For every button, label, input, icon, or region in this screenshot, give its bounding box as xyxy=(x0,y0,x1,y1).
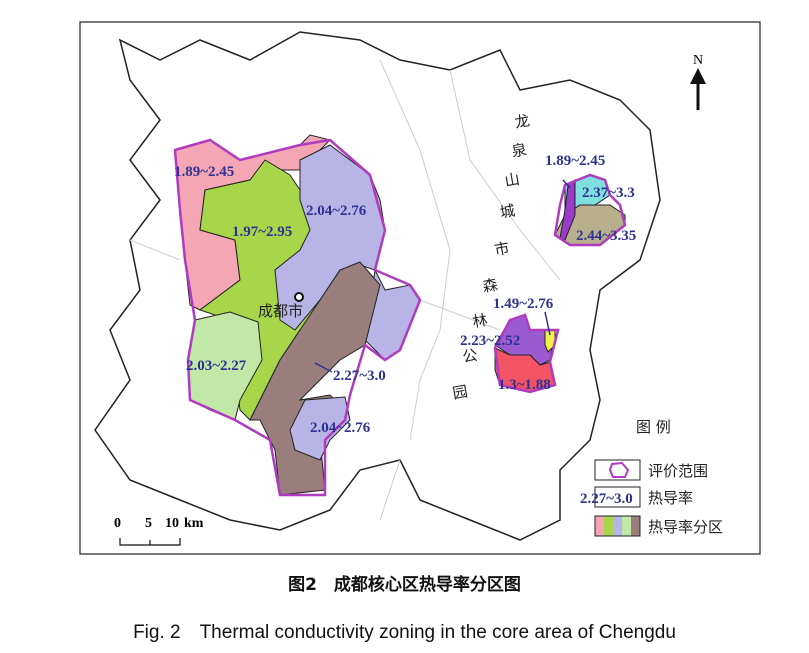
svg-text:泉: 泉 xyxy=(510,140,528,160)
svg-text:龙: 龙 xyxy=(513,111,531,131)
legend-sample: 2.27~3.0 xyxy=(580,491,633,507)
map: 1.89~2.45 1.97~2.95 2.04~2.76 2.03~2.27 … xyxy=(79,21,761,555)
zone-label: 2.27~3.0 xyxy=(333,368,386,384)
north-arrow-icon: N xyxy=(690,53,706,110)
svg-text:林: 林 xyxy=(471,311,489,331)
legend-label: 评价范围 xyxy=(648,462,708,480)
zone-label: 1.49~2.76 xyxy=(493,296,554,312)
city-marker xyxy=(294,292,304,302)
svg-text:km: km xyxy=(184,516,204,531)
svg-text:森: 森 xyxy=(481,275,499,295)
zone-label: 2.04~2.76 xyxy=(306,203,367,219)
zone-label: 2.03~2.27 xyxy=(186,358,247,374)
svg-text:5: 5 xyxy=(145,516,152,531)
svg-text:城: 城 xyxy=(499,201,517,221)
scale-bar: 0 5 10 km xyxy=(114,516,204,546)
svg-text:山: 山 xyxy=(503,170,521,190)
svg-text:园: 园 xyxy=(451,382,469,402)
caption-chinese: 图2 成都核心区热导率分区图 xyxy=(288,575,521,595)
minor-boundaries xyxy=(129,59,561,521)
park-label: 龙 泉 山 城 市 森 林 公 园 xyxy=(451,111,531,402)
svg-text:0: 0 xyxy=(114,516,121,531)
svg-text:公: 公 xyxy=(461,346,479,366)
evaluation-boundary-west xyxy=(173,138,422,497)
city-label: 成都市 xyxy=(258,302,303,320)
legend-boundary-swatch xyxy=(594,459,641,481)
svg-text:市: 市 xyxy=(493,239,511,259)
svg-text:N: N xyxy=(693,53,703,68)
caption-english: Fig. 2 Thermal conductivity zoning in th… xyxy=(133,622,676,643)
zone-label: 1.3~1.88 xyxy=(498,377,551,393)
zone-label: 1.89~2.45 xyxy=(174,164,234,180)
legend-label: 热导率分区 xyxy=(648,518,723,536)
legend: 图 例 评价范围 2.27~3.0 热导率 热导率分区 xyxy=(580,418,723,537)
district-boundaries xyxy=(94,31,661,541)
east-zones xyxy=(314,173,627,394)
zone-label: 2.37~3.3 xyxy=(582,185,635,201)
svg-text:10: 10 xyxy=(165,516,179,531)
zone-label: 2.23~2.52 xyxy=(460,333,520,349)
zone-label: 1.89~2.45 xyxy=(545,153,605,169)
legend-label: 热导率 xyxy=(648,489,693,507)
west-zones xyxy=(173,134,422,497)
zone-label: 2.44~3.35 xyxy=(576,228,636,244)
legend-title: 图 例 xyxy=(636,418,671,436)
zone-label: 1.97~2.95 xyxy=(232,224,292,240)
zone-label: 2.04~2.76 xyxy=(310,420,371,436)
